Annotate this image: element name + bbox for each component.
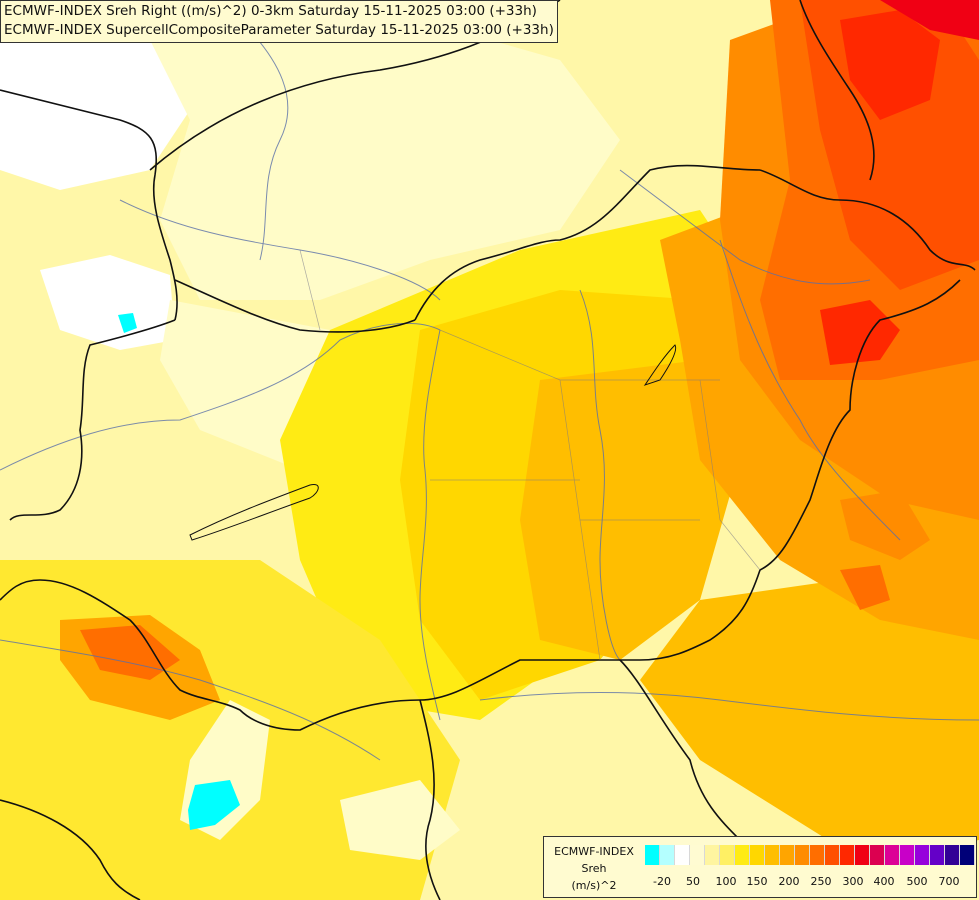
rivers (0, 19, 979, 761)
legend-swatch (840, 845, 855, 865)
legend-swatch (645, 845, 660, 865)
cyan-patch-west (118, 313, 137, 333)
legend-tick: 500 (906, 875, 928, 888)
legend-tick: 250 (810, 875, 832, 888)
legend-swatch (945, 845, 960, 865)
orange-patch-southeast (840, 565, 890, 610)
map-title-box: ECMWF-INDEX Sreh Right ((m/s)^2) 0-3km S… (0, 0, 558, 43)
legend-swatch (660, 845, 675, 865)
legend-swatch (750, 845, 765, 865)
legend-color-swatches (645, 845, 975, 865)
crimson-corner (880, 0, 979, 40)
pale-area-north (150, 20, 620, 300)
legend-tick: 200 (778, 875, 800, 888)
legend-tick: -20 (653, 875, 671, 888)
legend-swatch (735, 845, 750, 865)
white-area-west (40, 255, 175, 350)
deep-red-patch (820, 300, 900, 365)
legend-swatch (930, 845, 945, 865)
lake-balaton (189, 483, 319, 541)
legend-tick: 700 (938, 875, 960, 888)
legend-swatch (825, 845, 840, 865)
region-lines (299, 249, 761, 661)
title-line-scp: ECMWF-INDEX SupercellCompositeParameter … (4, 22, 554, 38)
legend-swatch (720, 845, 735, 865)
amber-area-southeast (640, 560, 979, 860)
pale-area-south (340, 780, 460, 860)
cyan-patch-southwest (188, 780, 240, 830)
deep-red-patch-north (840, 10, 940, 120)
color-legend: ECMWF-INDEX Sreh (m/s)^2 -20 50 100 150 200 2… (543, 836, 977, 898)
white-area-northwest (0, 30, 200, 190)
red-orange-area-southwest (80, 625, 180, 680)
legend-model-label: ECMWF-INDEX (554, 845, 634, 858)
amber-area (520, 360, 740, 660)
legend-tick: 50 (686, 875, 700, 888)
legend-swatch (795, 845, 810, 865)
title-line-sreh: ECMWF-INDEX Sreh Right ((m/s)^2) 0-3km S… (4, 3, 537, 19)
legend-swatch (870, 845, 885, 865)
legend-tick: 100 (715, 875, 737, 888)
legend-param-label: Sreh (581, 862, 607, 875)
legend-swatch (855, 845, 870, 865)
legend-swatch (675, 845, 690, 865)
legend-tick: 300 (842, 875, 864, 888)
legend-swatch (765, 845, 780, 865)
legend-tick: 400 (873, 875, 895, 888)
legend-swatch (960, 845, 975, 865)
legend-swatch (915, 845, 930, 865)
legend-swatch (705, 845, 720, 865)
legend-swatch (780, 845, 795, 865)
legend-swatch (810, 845, 825, 865)
legend-swatch (885, 845, 900, 865)
legend-tick: 150 (746, 875, 768, 888)
legend-swatch (900, 845, 915, 865)
lake-small-north (643, 344, 677, 386)
legend-unit-label: (m/s)^2 (571, 879, 617, 892)
legend-swatch (690, 845, 705, 865)
